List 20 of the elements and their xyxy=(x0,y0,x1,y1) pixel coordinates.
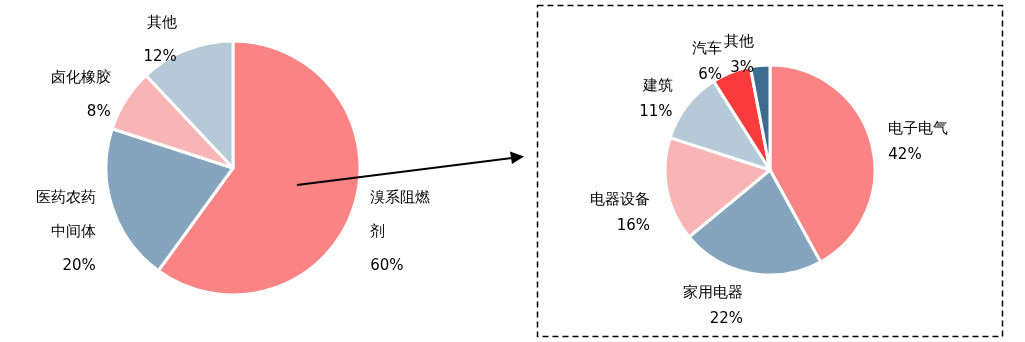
slice-label: 其他 xyxy=(723,31,754,50)
slice-label: 溴系阻燃剂 xyxy=(370,187,431,240)
slice-label: 家用电器 xyxy=(683,282,744,301)
data-label: 16% xyxy=(616,215,651,234)
data-label: 42% xyxy=(888,144,922,163)
slice-label: 卤化橡胶 xyxy=(50,67,111,86)
slice-label: 其他 xyxy=(146,12,177,31)
slice-label: 建筑 xyxy=(641,76,673,95)
data-label: 6% xyxy=(698,65,722,84)
slice-label: 汽车 xyxy=(691,39,722,58)
slice-label: 电器设备 xyxy=(590,189,651,208)
data-label: 60% xyxy=(370,255,404,274)
slice-label: 医药农药中间体 xyxy=(35,187,96,240)
data-label: 12% xyxy=(143,46,177,65)
slice-label: 电子电气 xyxy=(888,118,949,137)
data-label: 20% xyxy=(62,255,96,274)
data-label: 3% xyxy=(730,57,754,76)
data-label: 11% xyxy=(639,102,673,121)
data-label: 22% xyxy=(709,308,744,327)
data-label: 8% xyxy=(86,101,111,120)
